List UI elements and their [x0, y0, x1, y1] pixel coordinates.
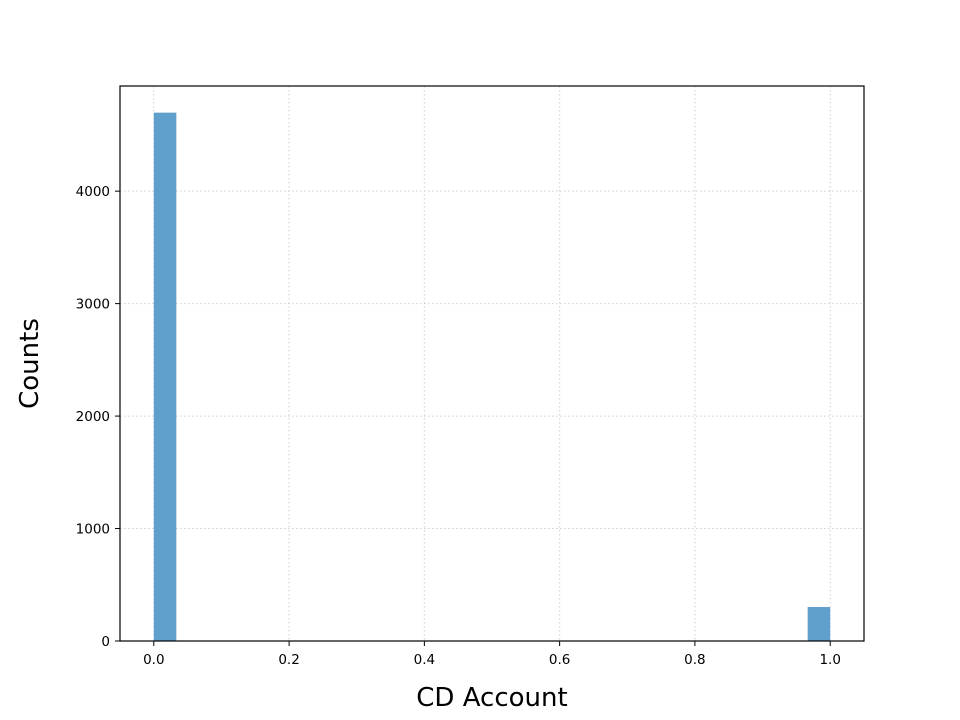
plot-area-frame: [119, 85, 865, 642]
bars: [153, 112, 831, 641]
x-tick-label: 1.0: [819, 652, 840, 668]
histogram-bar: [153, 112, 177, 641]
x-tick-label: 0.4: [414, 652, 435, 668]
x-tick-label: 0.6: [549, 652, 570, 668]
x-tick-label: 0.8: [684, 652, 705, 668]
y-axis-label: Counts: [15, 318, 45, 409]
y-tick-label: 3000: [76, 297, 110, 313]
x-axis-ticks: 0.0 0.2 0.4 0.6 0.8 1.0: [143, 641, 841, 668]
y-tick-label: 1000: [76, 522, 110, 538]
y-tick-label: 0: [101, 634, 110, 650]
x-tick-label: 0.2: [278, 652, 299, 668]
x-tick-label: 0.0: [143, 652, 164, 668]
histogram-bar: [807, 607, 831, 641]
y-tick-label: 2000: [76, 409, 110, 425]
x-axis-label: CD Account: [416, 683, 567, 713]
y-axis-ticks: 0 1000 2000 3000 4000: [76, 184, 120, 650]
y-tick-label: 4000: [76, 184, 110, 200]
grid-lines: [120, 86, 864, 641]
